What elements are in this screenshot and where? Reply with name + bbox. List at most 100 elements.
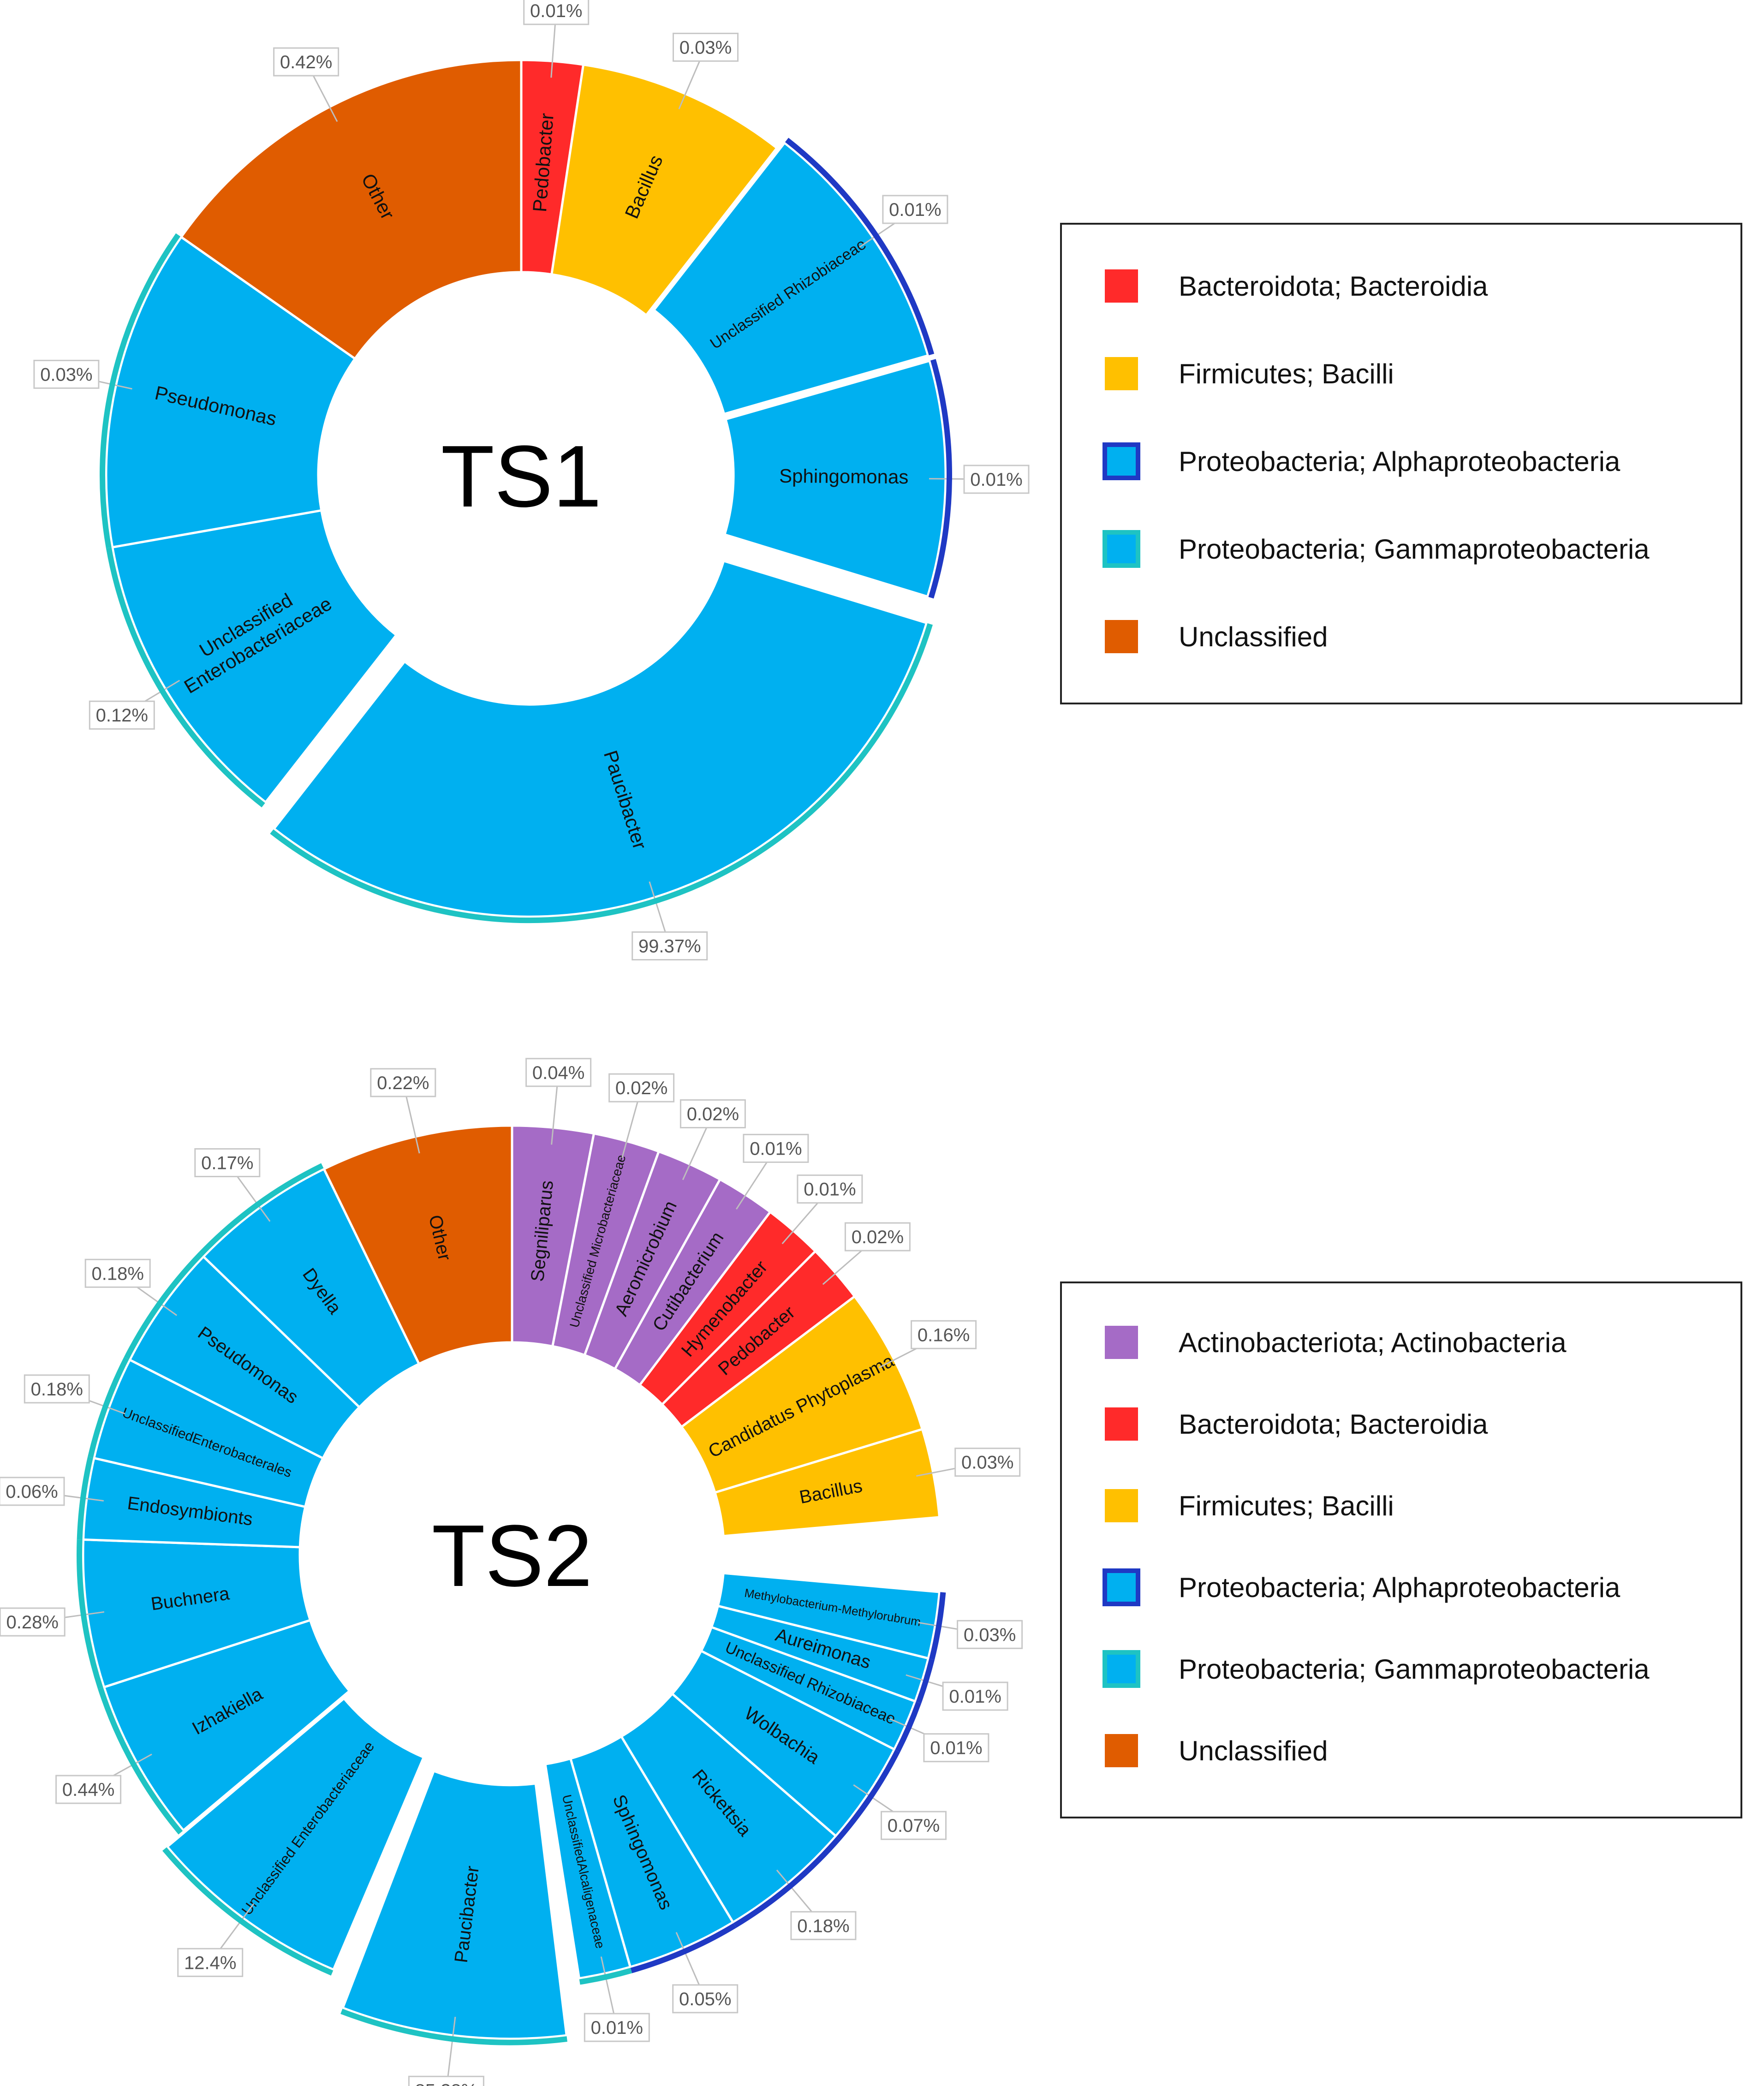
ts2-legend: Actinobacteriota; Actinobacteria Bacteroi…	[1060, 1281, 1742, 1818]
percentage-callout: 0.01%	[523, 0, 590, 25]
legend-swatch	[1105, 357, 1138, 390]
group-outline	[106, 547, 265, 808]
percentage-callout: 0.03%	[33, 359, 100, 389]
percentage-value: 0.04%	[532, 1063, 584, 1083]
percentage-callout: 0.06%	[0, 1477, 65, 1506]
percentage-callout: 0.18%	[24, 1374, 90, 1404]
legend-swatch	[1102, 1568, 1140, 1606]
legend-swatch	[1102, 442, 1140, 480]
group-outline	[733, 1836, 841, 1928]
percentage-callout: 0.02%	[679, 1099, 746, 1128]
group-outline	[77, 1539, 103, 1689]
percentage-callout: 0.42%	[273, 47, 340, 77]
percentage-callout: 0.03%	[954, 1448, 1021, 1477]
percentage-value: 0.01%	[530, 1, 582, 21]
group-outline	[836, 1750, 900, 1841]
legend-label: Actinobacteriota; Actinobacteria	[1179, 1327, 1567, 1358]
legend-swatch	[1105, 620, 1138, 653]
percentage-value: 0.01%	[804, 1180, 856, 1200]
legend-item-actinobacteriota-actinobacteria: Actinobacteriota; Actinobacteria	[1105, 1326, 1567, 1359]
legend-label: Proteobacteria; Gammaproteobacteria	[1179, 1654, 1650, 1685]
percentage-callout: 0.01%	[797, 1174, 863, 1204]
group-outline	[916, 1658, 935, 1704]
legend-label: Proteobacteria; Alphaproteobacteria	[1179, 446, 1621, 477]
legend-label: Bacteroidota; Bacteroidia	[1179, 271, 1488, 302]
center-title: TS1	[441, 428, 602, 525]
group-outline	[929, 1592, 946, 1660]
legend-frame	[1060, 223, 1742, 704]
legend-frame	[1060, 1281, 1742, 1818]
percentage-value: 0.07%	[888, 1816, 940, 1836]
legend-item-proteobacteria-gammaproteobacteria: Proteobacteria; Gammaproteobacteria	[1102, 530, 1650, 568]
group-outline	[124, 1252, 203, 1359]
slice-unclassified-rhizobiaceae	[652, 141, 930, 416]
legend-item-proteobacteria-alphaproteobacteria: Proteobacteria; Alphaproteobacteria	[1102, 442, 1621, 480]
percentage-callout: 0.01%	[743, 1133, 809, 1163]
legend-item-unclassified: Unclassified	[1105, 1734, 1328, 1767]
segment-sphingomonas: Sphingomonas 0.01%	[723, 359, 1030, 598]
slice-paucibacter	[341, 1769, 568, 2040]
legend-swatch	[1105, 269, 1138, 303]
percentage-value: 0.22%	[377, 1073, 429, 1093]
ts1-legend: Bacteroidota; Bacteroidia Firmicutes; Bac…	[1060, 223, 1742, 704]
percentage-value: 0.03%	[40, 364, 92, 385]
slice-pseudomonas	[105, 235, 357, 549]
percentage-callout: 0.01%	[584, 2013, 650, 2042]
percentage-callout: 0.01%	[942, 1681, 1008, 1711]
group-outline	[270, 623, 933, 924]
percentage-value: 0.16%	[918, 1325, 970, 1345]
percentage-callout: 0.03%	[673, 32, 739, 62]
group-outline	[785, 137, 935, 356]
percentage-callout: 0.44%	[55, 1775, 122, 1804]
legend-item-proteobacteria-alphaproteobacteria: Proteobacteria; Alphaproteobacteria	[1102, 1568, 1621, 1606]
slice-bacillus	[713, 1427, 941, 1538]
legend-item-unclassified: Unclassified	[1105, 620, 1328, 653]
percentage-value: 0.12%	[96, 705, 148, 726]
percentage-callout: 0.12%	[89, 700, 155, 730]
slice-sphingomonas	[723, 359, 947, 598]
group-outline	[98, 1687, 183, 1835]
group-outline	[77, 1456, 93, 1540]
percentage-value: 12.4%	[184, 1953, 236, 1973]
slice-bacillus	[550, 63, 779, 317]
percentage-value: 0.01%	[889, 200, 941, 220]
percentage-value: 0.05%	[679, 1989, 731, 2009]
group-outline	[340, 2009, 567, 2045]
percentage-value: 0.01%	[750, 1138, 802, 1159]
percentage-value: 0.02%	[687, 1104, 739, 1125]
group-outline	[162, 1847, 334, 1976]
percentage-callout: 0.01%	[963, 465, 1030, 494]
percentage-value: 0.17%	[201, 1153, 253, 1174]
percentage-callout: 0.16%	[911, 1320, 977, 1349]
percentage-callout: 99.37%	[632, 931, 708, 961]
legend-label: Proteobacteria; Gammaproteobacteria	[1179, 534, 1650, 565]
percentage-callout: 12.4%	[177, 1948, 244, 1977]
legend-label: Proteobacteria; Alphaproteobacteria	[1179, 1572, 1621, 1603]
legend-item-proteobacteria-gammaproteobacteria: Proteobacteria; Gammaproteobacteria	[1102, 1650, 1650, 1688]
slice-other	[179, 59, 523, 361]
percentage-value: 0.18%	[31, 1379, 83, 1400]
legend-item-bacteroidota-bacteroidia: Bacteroidota; Bacteroidia	[1105, 269, 1488, 303]
percentage-callout: 0.05%	[672, 1984, 739, 2014]
percentage-callout: 0.01%	[882, 195, 948, 224]
percentage-callout: 0.18%	[84, 1258, 151, 1288]
legend-swatch	[1102, 530, 1140, 568]
